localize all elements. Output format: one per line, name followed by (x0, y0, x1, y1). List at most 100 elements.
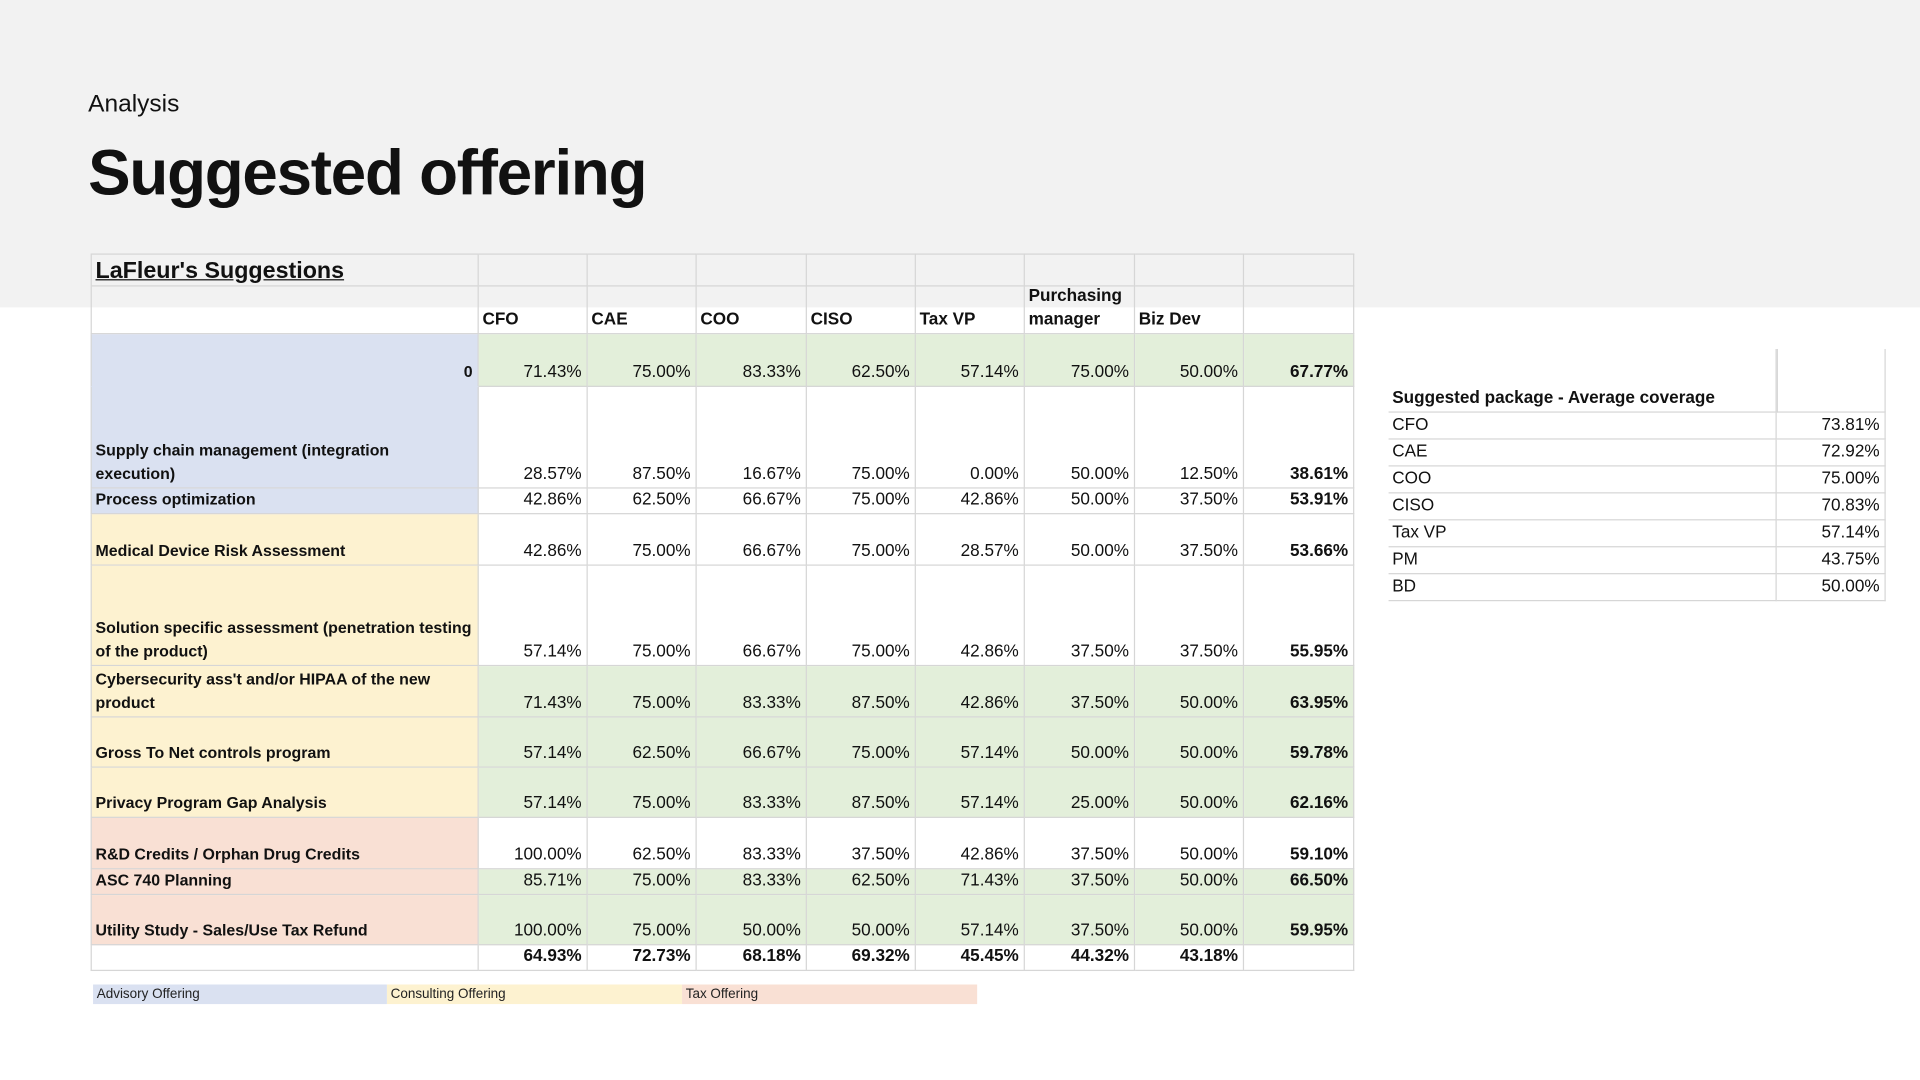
package-value: 50.00% (1776, 574, 1886, 602)
package-value: 72.92% (1776, 439, 1886, 467)
row-label: Process optimization (90, 488, 479, 515)
value-cell: 16.67% (696, 386, 807, 489)
value-cell: 87.50% (587, 386, 697, 489)
value-cell: 85.71% (478, 869, 588, 896)
value-cell: 75.00% (806, 717, 916, 768)
value-cell: 75.00% (806, 565, 916, 667)
row-label: Supply chain management (integration exe… (90, 386, 479, 489)
value-cell: 62.50% (587, 717, 697, 768)
value-cell: 66.67% (696, 488, 807, 515)
value-cell: 0.00% (915, 386, 1025, 489)
empty-cell (478, 253, 588, 287)
value-cell: 100.00% (478, 817, 588, 870)
package-title: Suggested package - Average coverage (1388, 348, 1777, 413)
value-cell: 57.14% (915, 717, 1025, 768)
row-total: 59.95% (1244, 895, 1355, 946)
column-total: 68.18% (696, 945, 807, 972)
package-role: PM (1388, 547, 1777, 575)
row-label: 0 (90, 334, 479, 387)
value-cell: 37.50% (1024, 869, 1136, 896)
value-cell: 37.50% (806, 817, 916, 870)
package-value: 43.75% (1776, 547, 1886, 575)
value-cell: 66.67% (696, 717, 807, 768)
column-header: CISO (806, 286, 916, 335)
value-cell: 50.00% (1135, 666, 1245, 718)
value-cell: 71.43% (478, 334, 588, 387)
legend-item: Tax Offering (682, 984, 978, 1005)
value-cell: 50.00% (1024, 386, 1136, 489)
value-cell: 83.33% (696, 767, 807, 818)
package-role: CISO (1388, 493, 1777, 521)
empty-cell (915, 253, 1025, 287)
table-title: LaFleur's Suggestions (90, 253, 479, 287)
package-value: 70.83% (1776, 493, 1886, 521)
value-cell: 28.57% (478, 386, 588, 489)
row-label: Privacy Program Gap Analysis (90, 767, 479, 818)
header-band (0, 0, 1920, 308)
column-header: CFO (478, 286, 588, 335)
value-cell: 50.00% (1135, 895, 1245, 946)
empty-cell (696, 253, 807, 287)
value-cell: 83.33% (696, 334, 807, 387)
column-header: Biz Dev (1135, 286, 1245, 335)
value-cell: 62.50% (587, 488, 697, 515)
value-cell: 37.50% (1024, 817, 1136, 870)
value-cell: 83.33% (696, 666, 807, 718)
column-header: COO (696, 286, 807, 335)
row-total: 59.78% (1244, 717, 1355, 768)
row-total: 67.77% (1244, 334, 1355, 387)
package-value: 57.14% (1776, 520, 1886, 548)
value-cell: 57.14% (915, 895, 1025, 946)
empty-cell (1024, 253, 1136, 287)
value-cell: 66.67% (696, 565, 807, 667)
value-cell: 37.50% (1024, 565, 1136, 667)
value-cell: 75.00% (806, 488, 916, 515)
value-cell: 42.86% (915, 565, 1025, 667)
value-cell: 42.86% (915, 666, 1025, 718)
value-cell: 12.50% (1135, 386, 1245, 489)
package-value: 73.81% (1776, 412, 1886, 440)
value-cell: 50.00% (1135, 717, 1245, 768)
value-cell: 100.00% (478, 895, 588, 946)
value-cell: 75.00% (587, 334, 697, 387)
row-total: 53.66% (1244, 514, 1355, 566)
empty-cell (90, 286, 479, 335)
column-total: 64.93% (478, 945, 588, 972)
value-cell: 50.00% (1135, 869, 1245, 896)
value-cell: 75.00% (806, 386, 916, 489)
value-cell: 37.50% (1135, 488, 1245, 515)
row-label: Medical Device Risk Assessment (90, 514, 479, 566)
empty-cell (1776, 348, 1886, 413)
value-cell: 28.57% (915, 514, 1025, 566)
value-cell: 50.00% (1024, 514, 1136, 566)
value-cell: 50.00% (1135, 817, 1245, 870)
value-cell: 37.50% (1024, 895, 1136, 946)
value-cell: 42.86% (915, 817, 1025, 870)
value-cell: 75.00% (587, 565, 697, 667)
empty-cell (1244, 253, 1355, 287)
value-cell: 50.00% (696, 895, 807, 946)
value-cell: 83.33% (696, 869, 807, 896)
row-total: 59.10% (1244, 817, 1355, 870)
row-total: 38.61% (1244, 386, 1355, 489)
column-total: 45.45% (915, 945, 1025, 972)
package-role: CAE (1388, 439, 1777, 467)
row-label: ASC 740 Planning (90, 869, 479, 896)
row-total: 66.50% (1244, 869, 1355, 896)
value-cell: 50.00% (1135, 334, 1245, 387)
empty-cell (587, 253, 697, 287)
value-cell: 37.50% (1024, 666, 1136, 718)
value-cell: 71.43% (915, 869, 1025, 896)
column-header: Purchasing manager (1024, 285, 1136, 335)
value-cell: 75.00% (587, 514, 697, 566)
row-label: Gross To Net controls program (90, 717, 479, 768)
column-header: Tax VP (915, 286, 1025, 335)
row-label: Cybersecurity ass't and/or HIPAA of the … (90, 666, 479, 718)
value-cell: 50.00% (1024, 717, 1136, 768)
value-cell: 57.14% (915, 334, 1025, 387)
value-cell: 42.86% (478, 488, 588, 515)
row-total: 62.16% (1244, 767, 1355, 818)
value-cell: 62.50% (806, 869, 916, 896)
value-cell: 87.50% (806, 666, 916, 718)
